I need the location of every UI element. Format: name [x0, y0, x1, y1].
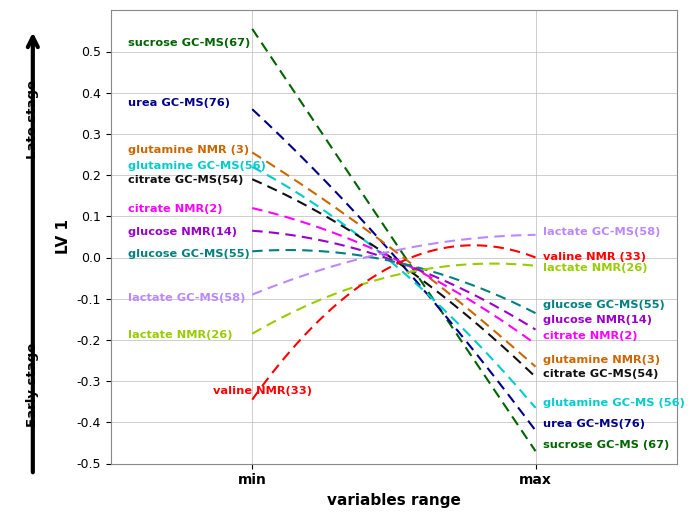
Text: lactate GC-MS(58): lactate GC-MS(58): [543, 227, 661, 237]
Text: sucrose GC-MS(67): sucrose GC-MS(67): [128, 38, 250, 48]
Text: lactate GC-MS(58): lactate GC-MS(58): [128, 293, 245, 303]
Text: glucose NMR(14): glucose NMR(14): [128, 227, 236, 237]
Text: valine NMR(33): valine NMR(33): [213, 386, 312, 397]
Text: sucrose GC-MS (67): sucrose GC-MS (67): [543, 440, 669, 450]
Text: Late stage: Late stage: [26, 80, 39, 159]
X-axis label: variables range: variables range: [327, 493, 461, 508]
Text: valine NMR (33): valine NMR (33): [543, 252, 646, 262]
Text: citrate GC-MS(54): citrate GC-MS(54): [128, 176, 243, 185]
Text: Early stage: Early stage: [26, 343, 39, 427]
Text: citrate NMR(2): citrate NMR(2): [128, 204, 222, 214]
Text: urea GC-MS(76): urea GC-MS(76): [128, 98, 229, 108]
Text: urea GC-MS(76): urea GC-MS(76): [543, 419, 645, 428]
Text: glucose GC-MS(55): glucose GC-MS(55): [543, 300, 665, 310]
Text: glucose NMR(14): glucose NMR(14): [543, 315, 652, 325]
Text: citrate NMR(2): citrate NMR(2): [543, 331, 637, 341]
Text: glutamine NMR (3): glutamine NMR (3): [128, 145, 249, 154]
Text: glutamine GC-MS (56): glutamine GC-MS (56): [543, 398, 685, 407]
Text: glutamine GC-MS(56): glutamine GC-MS(56): [128, 161, 265, 171]
Y-axis label: LV 1: LV 1: [56, 219, 70, 254]
Text: glucose GC-MS(55): glucose GC-MS(55): [128, 249, 249, 259]
Text: lactate NMR(26): lactate NMR(26): [543, 263, 647, 273]
Text: lactate NMR(26): lactate NMR(26): [128, 330, 232, 340]
Text: glutamine NMR(3): glutamine NMR(3): [543, 355, 660, 365]
Text: citrate GC-MS(54): citrate GC-MS(54): [543, 369, 659, 379]
